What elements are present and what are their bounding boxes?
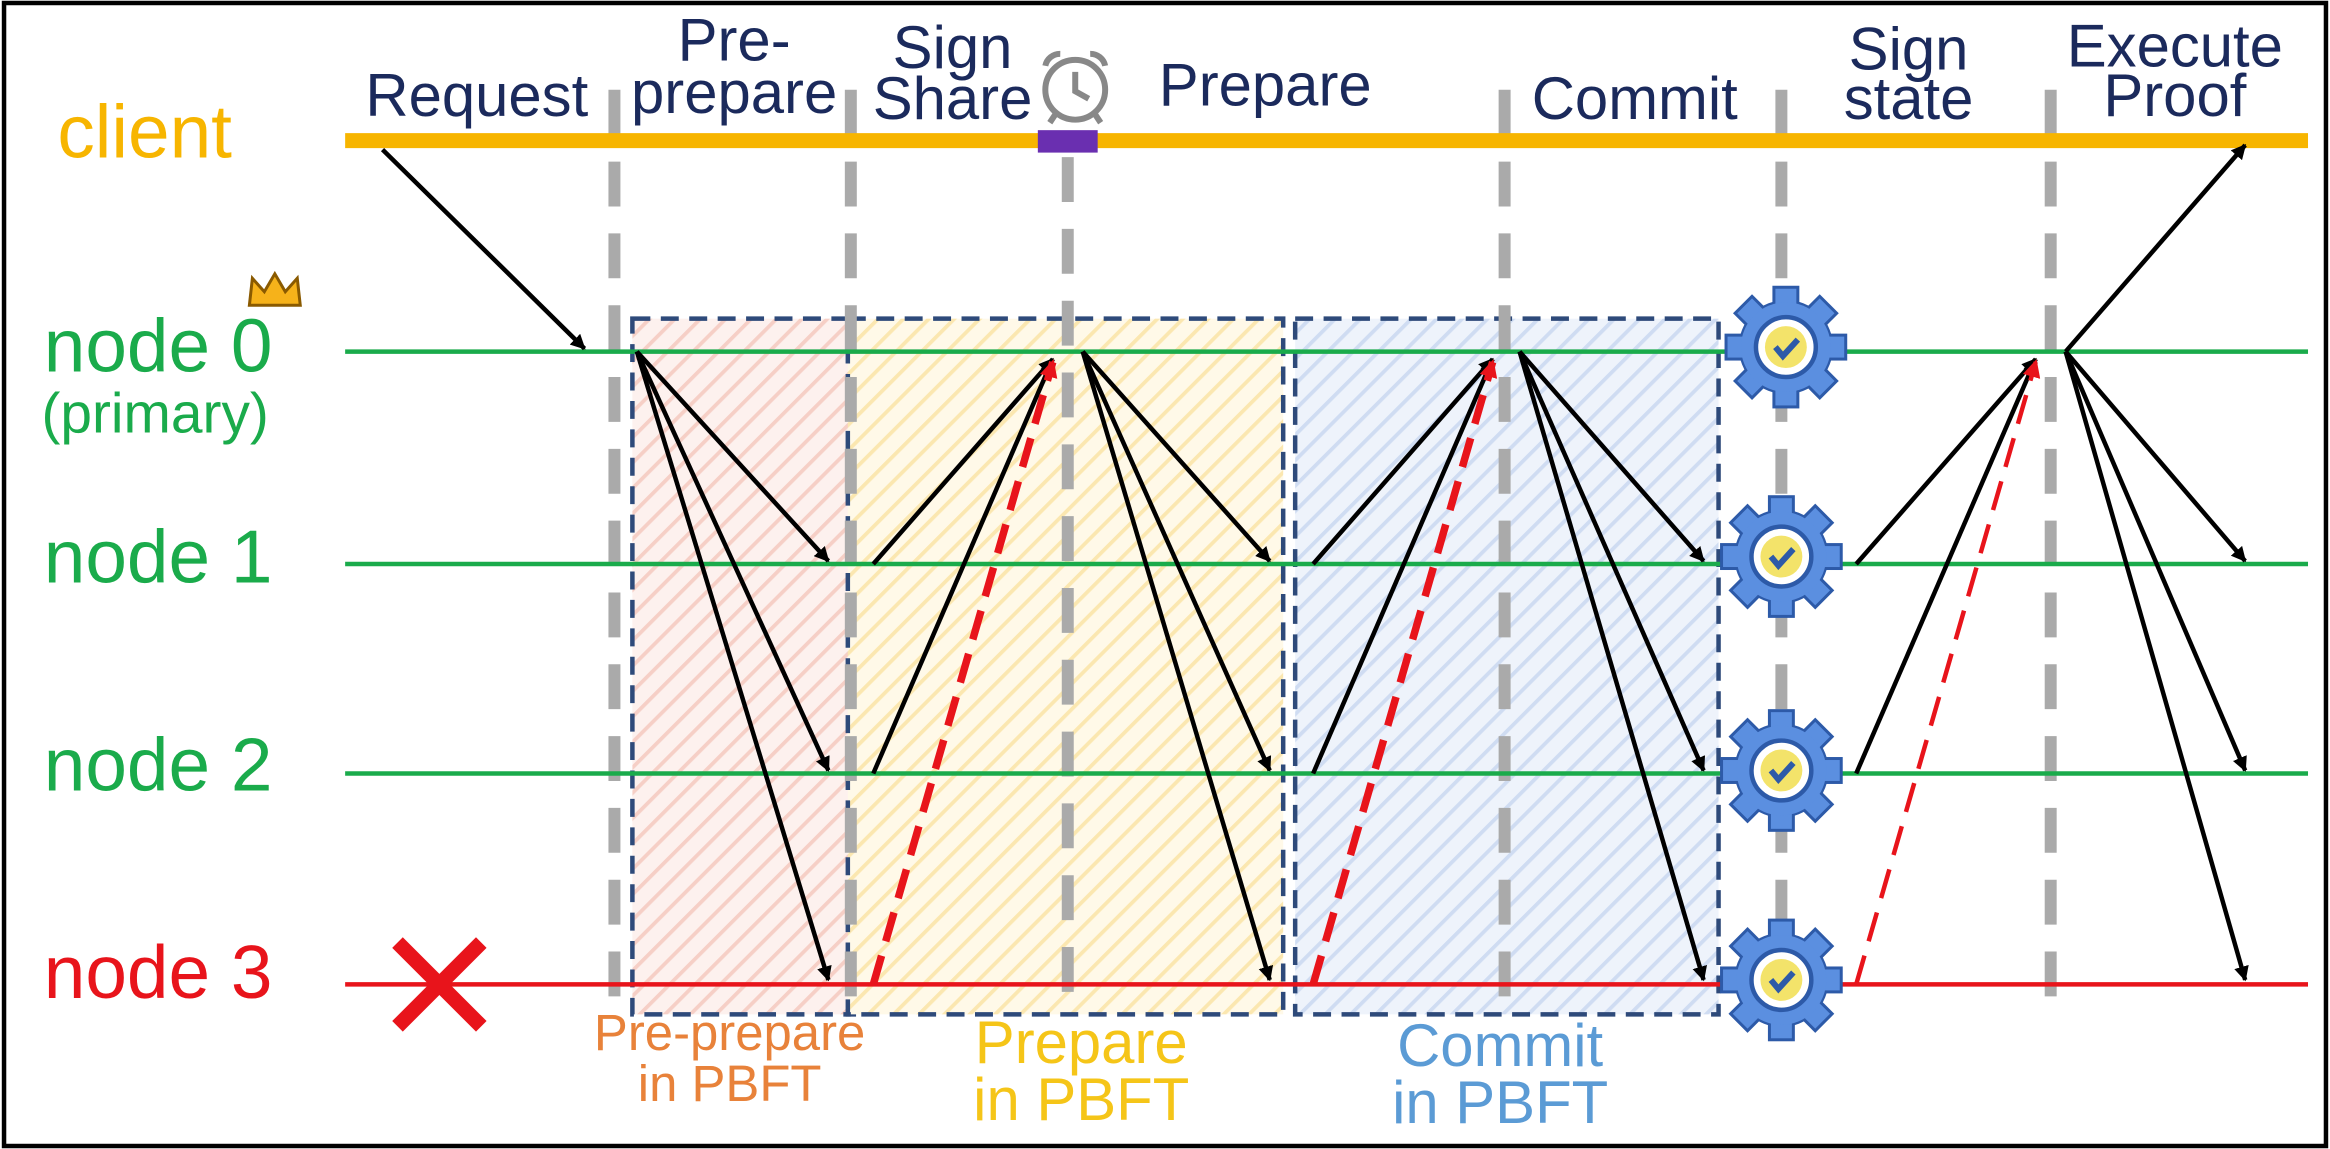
arrow: [2063, 350, 2247, 563]
phase-label: Sign: [1849, 16, 1969, 83]
gear-icon: [1722, 497, 1842, 617]
gear-icon: [1722, 920, 1842, 1040]
phase-label: Proof: [2103, 62, 2246, 129]
arrow: [1311, 357, 1495, 775]
box-label: in PBFT: [973, 1066, 1189, 1133]
arrow: [2063, 350, 2248, 772]
phase-label: Share: [873, 65, 1033, 132]
node-label: node 1: [44, 514, 273, 598]
phase-label: prepare: [631, 59, 837, 126]
box-label: Pre-prepare: [594, 1004, 865, 1061]
phase-label: Commit: [1532, 65, 1738, 132]
arrow: [2063, 350, 2249, 982]
arrow: [1517, 350, 1706, 563]
icons: [247, 50, 1846, 1040]
node-label: node 0: [44, 303, 273, 387]
labels: client node 0 (primary) node 1 node 2 no…: [41, 7, 2283, 1136]
node-label: node 2: [44, 722, 273, 806]
arrow: [634, 350, 831, 772]
phase-label: Sign: [893, 14, 1013, 81]
node-label: node 3: [44, 930, 273, 1014]
phase-label: state: [1844, 65, 1974, 132]
clock-icon: [1042, 50, 1109, 125]
arrow: [1854, 357, 2038, 566]
crown-icon: [247, 270, 302, 307]
gear-icon: [1726, 287, 1846, 407]
arrow: [1311, 357, 1495, 566]
phase-label: Prepare: [1159, 52, 1372, 119]
arrow: [1080, 350, 1272, 772]
node-sublabel: (primary): [41, 382, 268, 445]
arrow: [871, 357, 1055, 566]
arrow: [634, 350, 832, 982]
fault-icon: [392, 937, 487, 1032]
phase-dividers: [608, 89, 2057, 1000]
phase-label: Pre-: [678, 7, 791, 74]
phase-label: Request: [365, 62, 588, 129]
box-label: Prepare: [975, 1009, 1188, 1076]
timelines: [345, 130, 2309, 987]
phase-label: Execute: [2067, 13, 2283, 80]
arrow: [1080, 350, 1274, 982]
arrow: [380, 148, 587, 351]
arrow: [1081, 350, 1272, 563]
arrow: [635, 350, 831, 563]
arrow: [1517, 350, 1707, 982]
gear-icon: [1722, 711, 1842, 831]
arrow: [2063, 143, 2247, 354]
messages: [380, 143, 2249, 986]
box-label: in PBFT: [1392, 1069, 1608, 1136]
box-label: Commit: [1397, 1012, 1603, 1079]
client-label: client: [57, 89, 232, 173]
arrow: [871, 357, 1055, 775]
faulty-arrow: [1854, 359, 2041, 986]
sign-share-marker: [1037, 130, 1098, 153]
preprepare-box: [630, 316, 857, 1017]
faulty-arrow: [869, 359, 1058, 986]
box-label: in PBFT: [638, 1055, 822, 1112]
faulty-arrow: [1309, 359, 1498, 986]
arrow: [1854, 357, 2038, 775]
arrow: [1517, 350, 1706, 772]
